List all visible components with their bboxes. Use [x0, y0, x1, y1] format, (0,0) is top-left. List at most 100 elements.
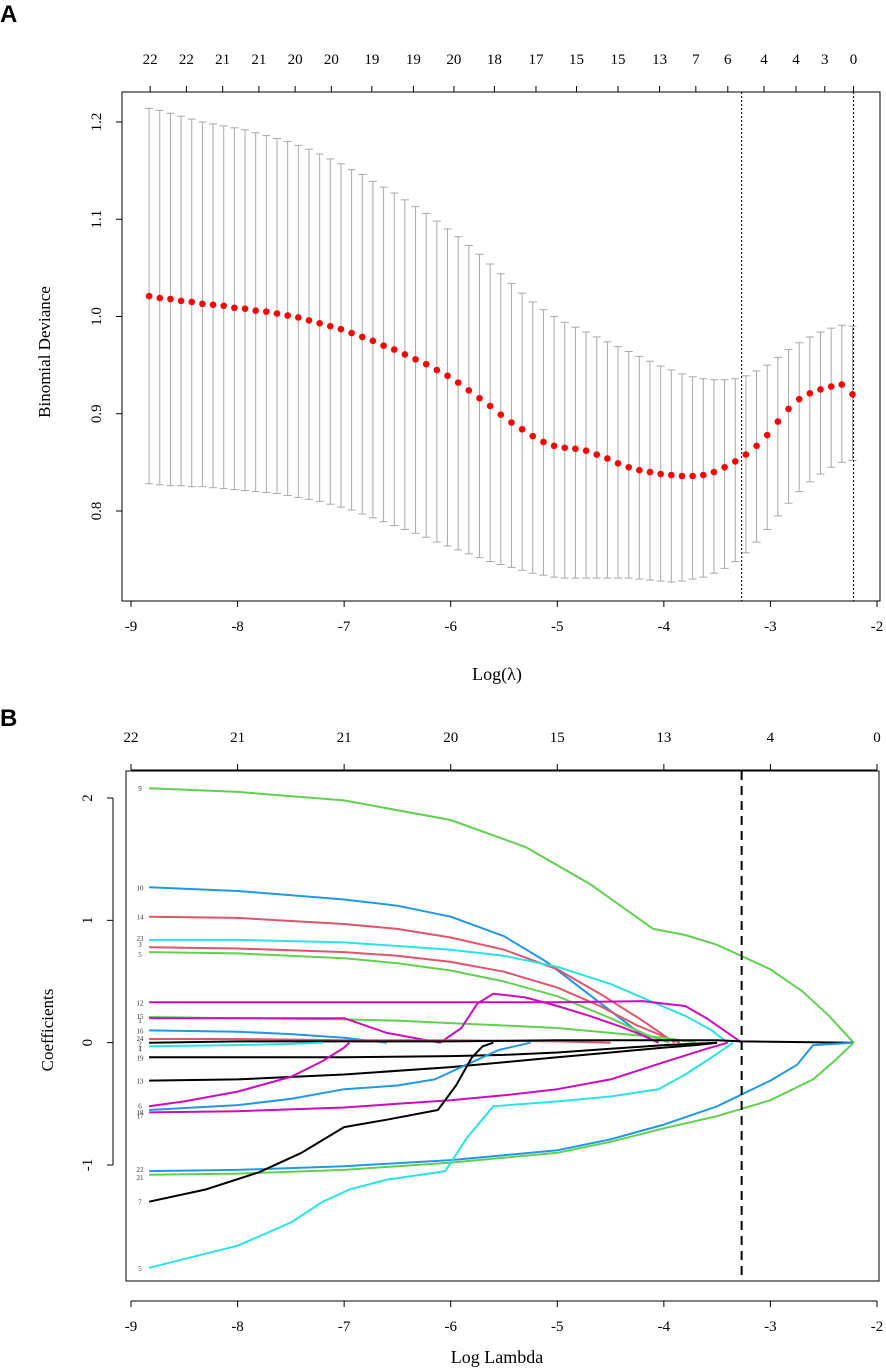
- cv-point: [167, 295, 174, 303]
- line-end-label: 21: [137, 1174, 145, 1182]
- line-end-label: 14: [137, 914, 145, 922]
- panel-b-label: B: [0, 705, 17, 732]
- cv-point: [145, 292, 153, 300]
- panel-b-y-tick-label: 1: [80, 917, 96, 925]
- panel-a-x-tick-label: -5: [551, 619, 564, 635]
- cv-point: [188, 298, 196, 306]
- panel-a: A -9 -8 -7 -6 -5 -4 -3 -2 0.80.91.01.11.2 22 22 2…: [0, 1, 883, 685]
- cv-point: [582, 447, 590, 455]
- cv-point: [540, 438, 547, 446]
- panel-a-top-label: 4: [792, 52, 800, 68]
- panel-a-vlines: [741, 92, 855, 601]
- panel-b-x-tick-label: -8: [231, 1319, 244, 1335]
- panel-a-top-label: 21: [215, 52, 230, 68]
- line-end-label: 5: [138, 1265, 142, 1273]
- panel-a-top-label: 0: [850, 52, 858, 68]
- coef-path-19: [149, 1041, 718, 1059]
- panel-a-top-label: 22: [143, 52, 158, 68]
- panel-b-y-tick-label: 0: [80, 1039, 96, 1047]
- cv-point: [614, 460, 622, 467]
- panel-a-top-label: 17: [528, 52, 544, 68]
- coef-path-9: [149, 787, 855, 1044]
- coef-path-7: [148, 1041, 494, 1203]
- panel-a-top-label: 15: [569, 52, 584, 68]
- coef-path-6: [148, 1041, 351, 1108]
- line-end-label: 10: [137, 884, 145, 892]
- panel-a-top-label: 4: [760, 52, 768, 68]
- cv-point: [753, 442, 760, 450]
- coef-path-10: [149, 886, 659, 1044]
- cv-point: [550, 442, 558, 450]
- cv-point: [284, 312, 291, 319]
- cv-point: [710, 468, 718, 476]
- line-end-label: 1: [138, 1017, 142, 1025]
- panel-b-plot-frame: [125, 770, 880, 1282]
- panel-a-top-label: 20: [288, 52, 303, 68]
- coef-path-3: [149, 946, 681, 1044]
- cv-point: [636, 466, 643, 474]
- panel-b-x-tick-label: -4: [658, 1319, 671, 1335]
- cv-point: [220, 302, 228, 310]
- cv-point: [604, 455, 611, 462]
- coef-path-2: [149, 1039, 854, 1044]
- cv-point: [699, 471, 707, 479]
- coef-path-13: [149, 1041, 718, 1082]
- panel-a-error-bars: [145, 107, 857, 583]
- panel-a-label: A: [0, 1, 17, 28]
- panel-b-top-label: 21: [337, 730, 352, 746]
- panel-a-top-label: 22: [179, 52, 194, 68]
- coef-path-5: [149, 951, 670, 1044]
- cv-point: [689, 472, 696, 480]
- cv-point: [412, 355, 419, 363]
- panel-b-top-label: 21: [230, 730, 245, 746]
- panel-a-y-tick-label: 1.0: [89, 307, 105, 326]
- panel-a-top-label: 21: [251, 52, 266, 68]
- panel-a-points: [145, 292, 856, 480]
- line-end-label: 13: [137, 1078, 145, 1086]
- cv-point: [444, 372, 451, 380]
- panel-a-y-tick-label: 1.1: [89, 210, 105, 229]
- cv-point: [273, 310, 281, 317]
- panel-b-top-label: 20: [443, 730, 458, 746]
- line-end-label: 4: [138, 1045, 142, 1053]
- line-end-label: 16: [137, 1027, 145, 1035]
- coef-path-23: [149, 938, 729, 1044]
- panel-b-top-label: 4: [767, 730, 775, 746]
- panel-a-top-label: 18: [487, 52, 502, 68]
- panel-a-x-label: Log(λ): [472, 664, 522, 685]
- coef-path-21: [149, 1041, 855, 1176]
- cv-point: [497, 411, 505, 419]
- panel-b-top-label: 13: [656, 730, 671, 746]
- panel-a-top-label: 3: [821, 52, 829, 68]
- line-end-label: 12: [137, 999, 145, 1007]
- panel-b-x-tick-label: -6: [444, 1319, 457, 1335]
- cv-point: [316, 320, 323, 327]
- line-end-label: 19: [137, 1054, 145, 1062]
- cv-point: [806, 390, 814, 397]
- line-end-label: 6: [138, 1102, 142, 1110]
- cv-point: [241, 305, 249, 313]
- coef-path-17: [149, 1041, 729, 1114]
- cv-point: [795, 395, 803, 403]
- cv-point: [561, 444, 569, 452]
- cv-point: [454, 379, 462, 386]
- cv-point: [177, 297, 185, 305]
- coef-path-8: [148, 1041, 734, 1269]
- cv-point: [849, 391, 856, 398]
- panel-a-top-axis: 22 22 21 21 20 20 19 19 20 18 17 15 15 13 7 6 4 4 3 0: [143, 52, 858, 92]
- cv-point: [476, 394, 483, 402]
- coef-path-18: [149, 1041, 531, 1111]
- line-end-label: 3: [138, 941, 142, 949]
- line-end-label: 15: [137, 1013, 145, 1021]
- panel-a-top-label: 20: [324, 52, 339, 68]
- cv-point: [625, 463, 632, 471]
- cv-point: [358, 333, 366, 341]
- coef-path-22: [149, 1041, 854, 1173]
- cv-point: [348, 329, 355, 337]
- line-end-label: 9: [138, 785, 142, 793]
- cv-point: [156, 294, 164, 302]
- panel-a-y-label: Binomial Deviance: [35, 286, 54, 418]
- cv-point: [252, 307, 259, 314]
- panel-b-y-axis: -1 0 1 2: [80, 794, 114, 1171]
